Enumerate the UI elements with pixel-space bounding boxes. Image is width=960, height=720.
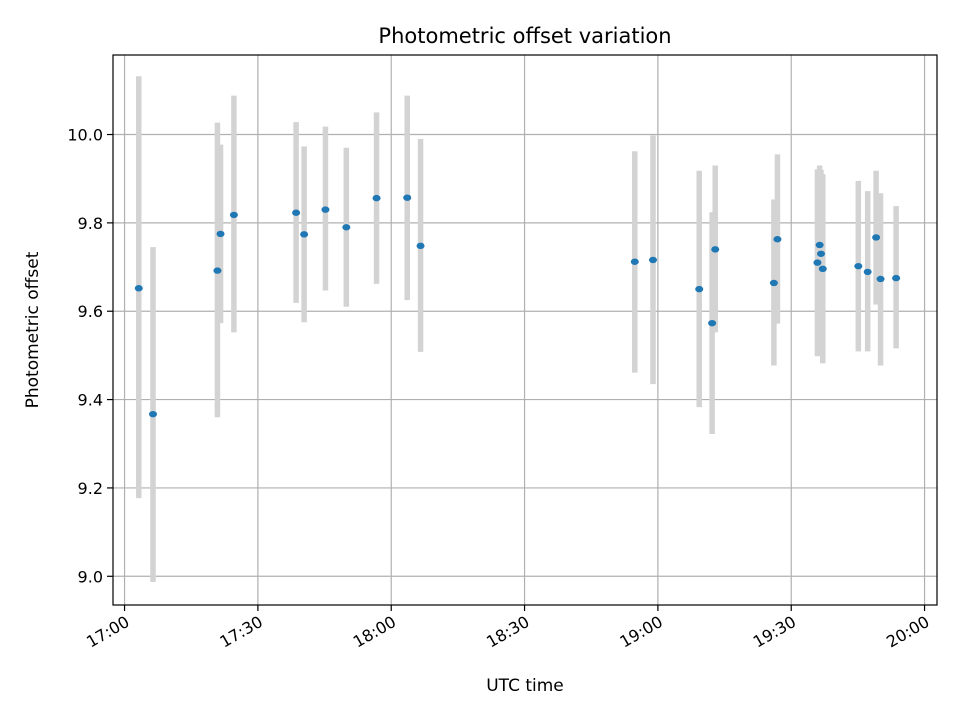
data-point — [872, 234, 881, 241]
data-point — [292, 209, 301, 216]
data-point — [818, 265, 827, 273]
data-point — [321, 206, 330, 213]
data-point — [416, 242, 425, 250]
data-point — [876, 275, 885, 283]
data-point — [773, 236, 782, 243]
data-point — [817, 250, 825, 257]
data-point — [134, 285, 143, 292]
data-point — [149, 410, 157, 418]
data-point — [630, 258, 639, 265]
data-point — [892, 274, 901, 282]
y-tick-label: 10.0 — [67, 126, 103, 145]
data-point — [708, 319, 717, 327]
data-point — [229, 211, 238, 219]
data-point — [815, 241, 824, 249]
data-point — [649, 256, 657, 264]
chart-title: Photometric offset variation — [378, 24, 671, 48]
y-tick-label: 9.2 — [78, 479, 103, 498]
data-point — [863, 268, 872, 276]
data-point — [342, 224, 351, 231]
data-point — [372, 194, 381, 202]
data-point — [216, 230, 225, 238]
y-tick-label: 9.0 — [78, 567, 103, 586]
data-point — [695, 285, 704, 293]
data-points — [134, 194, 901, 418]
y-tick-label: 9.4 — [78, 391, 103, 410]
data-point — [213, 267, 222, 274]
data-point — [300, 231, 309, 238]
y-axis-label: Photometric offset — [23, 251, 43, 408]
y-tick-label: 9.8 — [78, 214, 103, 233]
y-axis: 9.0 9.2 9.4 9.6 9.8 10.0 — [67, 126, 113, 586]
grid — [113, 55, 937, 605]
data-point — [711, 246, 720, 253]
data-point — [769, 279, 778, 287]
data-point — [403, 194, 412, 201]
x-axis-label: UTC time — [486, 676, 564, 696]
data-point — [854, 262, 863, 270]
y-tick-label: 9.6 — [78, 302, 103, 321]
data-point — [813, 259, 822, 266]
